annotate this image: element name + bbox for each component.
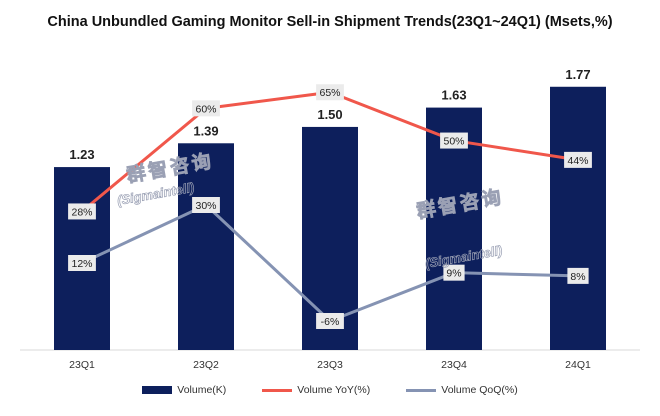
- point-label-yoy: 44%: [567, 155, 588, 167]
- point-label-box-yoy: [68, 203, 96, 220]
- legend-item-qoq: Volume QoQ(%): [406, 384, 518, 396]
- bar-value-label: 1.77: [565, 67, 590, 82]
- x-tick-label: 23Q1: [69, 359, 95, 371]
- point-label-box-yoy: [440, 132, 468, 149]
- point-label-qoq: 9%: [446, 268, 461, 280]
- point-label-box-yoy: [316, 84, 344, 101]
- legend-label-qoq: Volume QoQ(%): [441, 384, 518, 396]
- bar-value-label: 1.50: [317, 107, 342, 122]
- legend-item-yoy: Volume YoY(%): [262, 384, 370, 396]
- point-label-box-yoy: [564, 151, 592, 168]
- chart-title: China Unbundled Gaming Monitor Sell-in S…: [47, 14, 613, 30]
- bar-value-label: 1.63: [441, 88, 466, 103]
- point-label-box-qoq: [316, 313, 344, 329]
- point-label-box-yoy: [192, 100, 220, 117]
- legend: Volume(K) Volume YoY(%) Volume QoQ(%): [0, 384, 660, 396]
- point-label-box-qoq: [68, 255, 96, 271]
- legend-swatch-yoy: [262, 388, 293, 392]
- legend-label-yoy: Volume YoY(%): [297, 384, 371, 396]
- point-label-qoq: 30%: [195, 200, 216, 212]
- point-label-box-qoq: [567, 267, 589, 284]
- point-label-box-qoq: [192, 197, 220, 213]
- point-label-yoy: 50%: [443, 136, 464, 148]
- legend-swatch-volume: [142, 386, 173, 394]
- bar-24Q1: [550, 86, 606, 351]
- legend-label-volume: Volume(K): [177, 384, 227, 396]
- point-label-yoy: 28%: [71, 206, 92, 218]
- x-tick-label: 23Q3: [317, 359, 343, 371]
- point-label-qoq: -6%: [321, 316, 340, 328]
- x-tick-label: 24Q1: [565, 359, 591, 371]
- legend-item-volume: Volume(K): [142, 384, 226, 396]
- bar-23Q2: [178, 143, 234, 350]
- point-label-yoy: 65%: [319, 87, 340, 99]
- legend-swatch-qoq: [406, 388, 437, 392]
- point-label-box-qoq: [443, 264, 465, 281]
- x-tick-label: 23Q2: [193, 359, 219, 371]
- bar-value-label: 1.23: [69, 147, 94, 162]
- x-tick-label: 23Q4: [441, 359, 467, 371]
- point-label-qoq: 8%: [570, 271, 585, 283]
- point-label-qoq: 12%: [71, 258, 92, 270]
- point-label-yoy: 60%: [195, 103, 216, 115]
- bar-value-label: 1.39: [193, 123, 218, 138]
